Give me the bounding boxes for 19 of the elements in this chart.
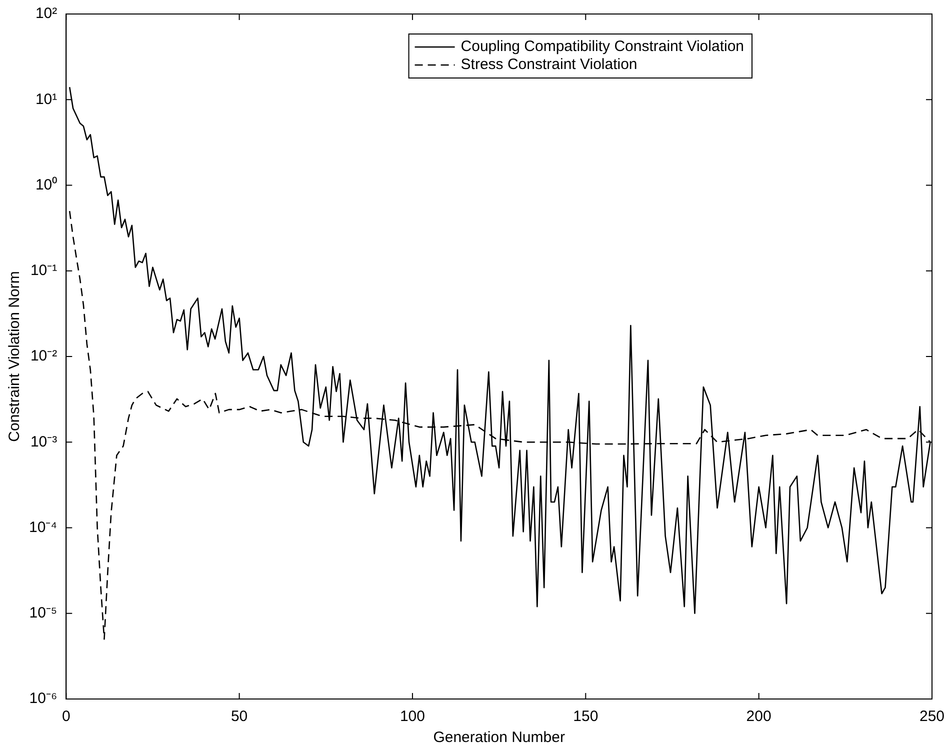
y-tick-label: 10⁻⁵ (29, 604, 58, 622)
y-tick-label: 10⁻² (30, 348, 58, 365)
y-axis-title: Constraint Violation Norm (6, 271, 24, 442)
x-tick-label: 50 (230, 708, 248, 726)
y-tick-label: 10⁻⁶ (29, 690, 58, 708)
x-tick-label: 200 (746, 708, 772, 726)
y-tick-label: 10⁻³ (30, 433, 58, 450)
y-tick-label: 10⁻¹ (30, 262, 58, 280)
legend-label: Coupling Compatibility Constraint Violation (460, 38, 744, 56)
x-axis-title: Generation Number (433, 729, 565, 746)
y-tick-label: 10² (35, 5, 58, 22)
legend-label: Stress Constraint Violation (460, 56, 638, 74)
y-tick-label: 10¹ (35, 90, 58, 108)
y-tick-label: 10⁰ (35, 176, 58, 194)
x-tick-label: 150 (573, 708, 598, 726)
x-tick-label: 250 (919, 708, 945, 726)
y-tick-label: 10⁻⁴ (28, 518, 58, 536)
x-tick-label: 0 (62, 708, 70, 726)
x-tick-label: 100 (400, 708, 425, 726)
